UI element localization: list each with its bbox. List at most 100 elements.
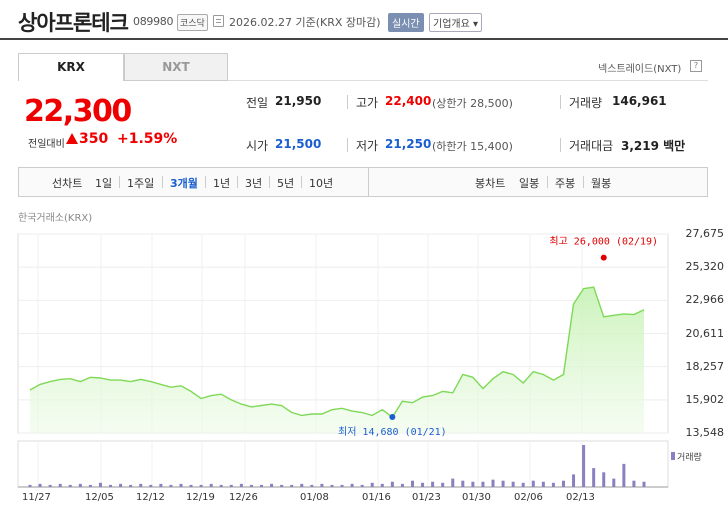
nxt-info-link[interactable]: 넥스트레이드(NXT) <box>598 64 682 75</box>
volume-bar <box>88 484 92 487</box>
volume-bar <box>139 483 143 487</box>
y-tick-label: 20,611 <box>685 326 725 340</box>
period-separator <box>269 176 270 188</box>
volume-bar <box>249 484 253 487</box>
chart-toolbar <box>18 167 708 197</box>
x-tick-label: 12/05 <box>85 492 114 503</box>
period-3m[interactable]: 3개월 <box>170 177 198 190</box>
period-5y[interactable]: 5년 <box>277 177 295 190</box>
candle-weekly[interactable]: 주봉 <box>555 177 576 190</box>
stat-divider <box>347 138 348 152</box>
market-badge: 코스닥 <box>177 14 208 31</box>
period-1w[interactable]: 1주일 <box>127 177 155 190</box>
volume-bar <box>28 484 32 487</box>
volume-bar <box>320 483 324 487</box>
volume-bar <box>199 484 203 487</box>
volume-bar <box>330 484 334 487</box>
tab-divider <box>228 80 708 81</box>
x-tick-label: 02/06 <box>514 492 543 503</box>
volume-bar <box>421 482 425 487</box>
volume-bar <box>350 483 354 487</box>
volume-bar <box>109 484 113 487</box>
volume-bar <box>78 483 82 487</box>
x-tick-label: 12/12 <box>136 492 165 503</box>
volume-bar <box>360 484 364 487</box>
volume-bar <box>390 481 394 487</box>
prev-close-label: 전일 <box>246 96 269 110</box>
company-info-dropdown[interactable]: 기업개요 ▾ <box>429 13 482 32</box>
volume-bar <box>370 482 374 487</box>
price-line <box>29 286 645 419</box>
volume-bar <box>410 480 414 487</box>
x-tick-label: 11/27 <box>22 492 51 503</box>
help-icon[interactable]: ? <box>690 60 702 72</box>
base-date: 2026.02.27 기준(KRX 장마감) <box>229 16 381 29</box>
stat-divider <box>347 95 348 109</box>
volume-legend-swatch <box>671 452 675 460</box>
lower-limit: (하한가 15,400) <box>432 140 513 153</box>
volume-bar <box>642 481 646 487</box>
volume-bar <box>119 483 123 487</box>
min-point <box>389 414 396 421</box>
stat-divider <box>560 95 561 109</box>
period-separator <box>583 176 584 188</box>
realtime-button[interactable]: 실시간 <box>388 13 424 32</box>
volume-plot-frame <box>17 440 669 488</box>
period-1y[interactable]: 1년 <box>213 177 231 190</box>
y-tick-label: 27,675 <box>685 227 725 240</box>
volume-bar <box>400 483 404 487</box>
period-3y[interactable]: 3년 <box>245 177 263 190</box>
x-tick-label: 01/08 <box>300 492 329 503</box>
volume-bar <box>572 474 576 487</box>
volume-bar <box>98 482 102 487</box>
max-label: 최고 26,000 (02/19) <box>549 236 658 248</box>
volume-bar <box>511 481 515 487</box>
volume-bar <box>431 481 435 487</box>
candle-daily[interactable]: 일봉 <box>519 177 540 190</box>
y-tick-label: 15,902 <box>685 392 725 406</box>
period-separator <box>162 176 163 188</box>
volume-bar <box>229 484 233 487</box>
volume-bar <box>612 478 616 487</box>
open-value: 21,500 <box>275 137 322 151</box>
volume-bar <box>189 484 193 487</box>
period-separator <box>205 176 206 188</box>
volume-value: 146,961 <box>612 94 667 108</box>
low-label: 저가 <box>356 139 379 153</box>
volume-bar <box>461 480 465 487</box>
volume-bar <box>239 483 243 487</box>
prev-close-value: 21,950 <box>275 94 322 108</box>
volume-bar <box>129 484 133 487</box>
change-percent: +1.59% <box>117 131 178 147</box>
period-10y[interactable]: 10년 <box>309 177 334 190</box>
amount-value: 3,219 백만 <box>621 139 686 153</box>
low-value: 21,250 <box>385 137 432 151</box>
high-value: 22,400 <box>385 94 432 108</box>
period-1d[interactable]: 1일 <box>95 177 113 190</box>
change-value: 350 <box>79 131 109 147</box>
current-price: 22,300 <box>24 94 132 129</box>
volume-bar <box>340 484 344 487</box>
min-label: 최저 14,680 (01/21) <box>338 426 447 438</box>
change-label: 전일대비 <box>28 139 65 150</box>
tab-nxt[interactable]: NXT <box>124 53 228 81</box>
volume-bar <box>632 480 636 487</box>
volume-bar <box>149 484 153 487</box>
candle-chart-label: 봉차트 <box>475 177 506 190</box>
volume-bar <box>471 481 475 487</box>
volume-bar <box>68 484 72 487</box>
period-separator <box>301 176 302 188</box>
max-point <box>600 254 607 261</box>
y-tick-label: 18,257 <box>685 359 725 373</box>
volume-bar <box>260 484 264 487</box>
candle-monthly[interactable]: 월봉 <box>591 177 612 190</box>
open-label: 시가 <box>246 139 269 153</box>
stat-divider <box>560 138 561 152</box>
period-separator <box>547 176 548 188</box>
tab-krx[interactable]: KRX <box>18 53 124 81</box>
volume-bar <box>481 481 485 487</box>
line-chart-label: 선차트 <box>52 177 83 190</box>
x-tick-label: 01/30 <box>462 492 491 503</box>
volume-bar <box>491 479 495 487</box>
